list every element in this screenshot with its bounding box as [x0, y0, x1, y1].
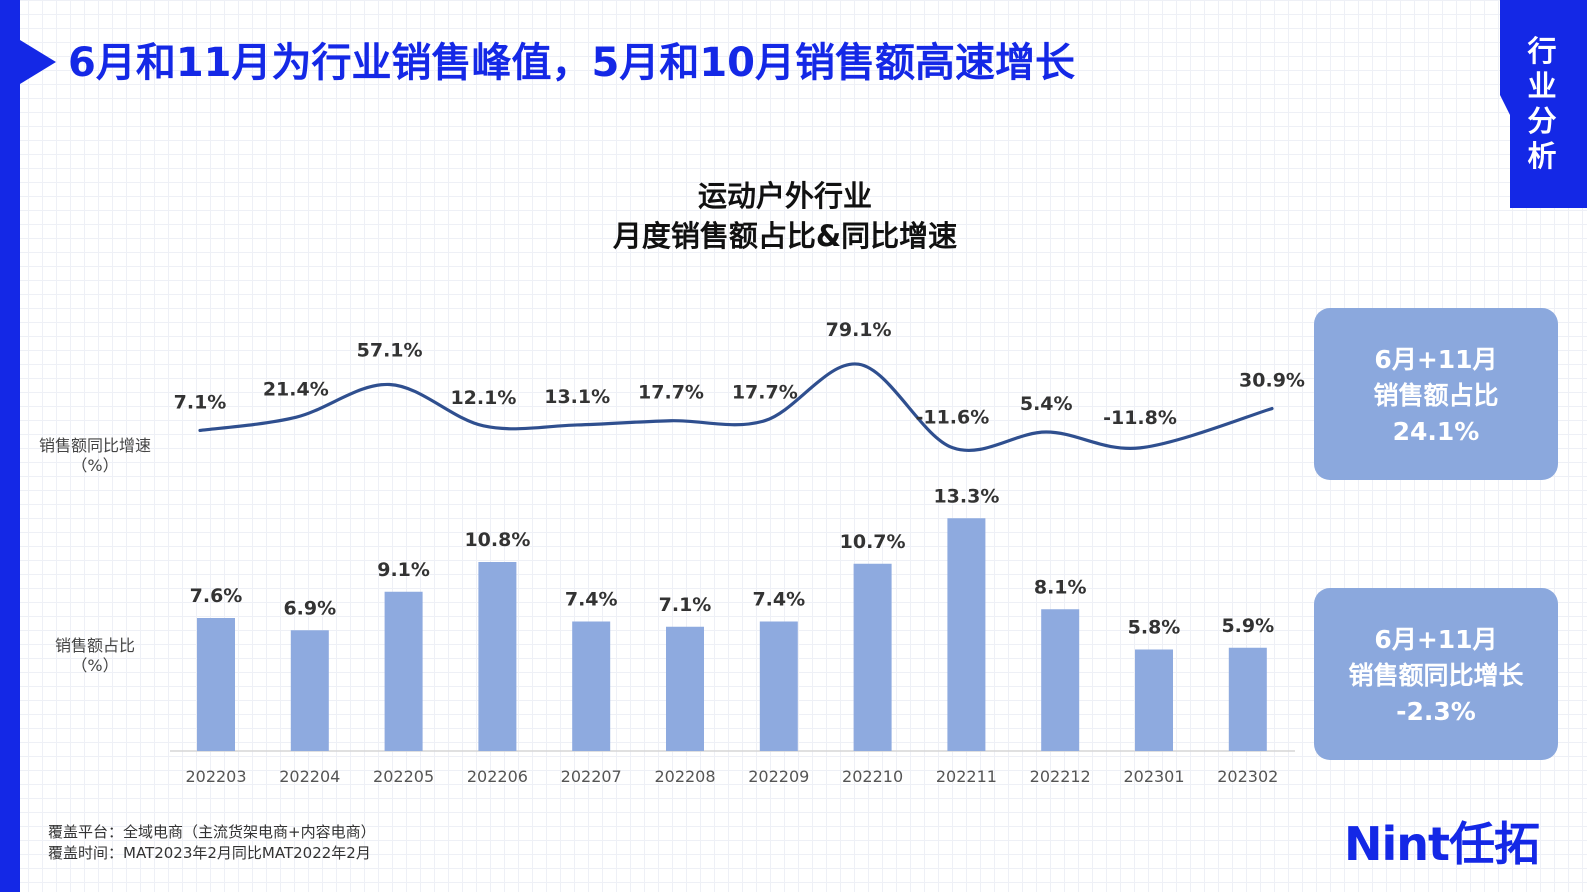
- bar-label-202212: 8.1%: [1034, 576, 1087, 598]
- bar-label-202209: 7.4%: [752, 589, 805, 611]
- tick-label-202203: 202203: [185, 767, 246, 786]
- tick-label-202301: 202301: [1123, 767, 1184, 786]
- tick-label-202212: 202212: [1030, 767, 1091, 786]
- bar-share-202301: [1135, 649, 1173, 751]
- growth-axis-label-line-2: （%）: [71, 456, 119, 475]
- section-tab-char: 行: [1527, 34, 1557, 68]
- tick-label-202205: 202205: [373, 767, 434, 786]
- line-label-202302: 30.9%: [1239, 370, 1305, 392]
- bar-share-202205: [384, 591, 423, 751]
- tick-label-202209: 202209: [748, 767, 809, 786]
- tick-label-202206: 202206: [467, 767, 528, 786]
- share-axis-label: 销售额占比 （%）: [30, 636, 160, 676]
- growth-axis-label: 销售额同比增速 （%）: [30, 436, 160, 476]
- tick-label-202207: 202207: [561, 767, 622, 786]
- tick-label-202210: 202210: [842, 767, 903, 786]
- line-label-202204: 21.4%: [263, 378, 329, 400]
- section-tab-char: 分: [1527, 104, 1557, 138]
- summary-growth-value: -2.3%: [1396, 697, 1476, 726]
- growth-axis-label-line-1: 销售额同比增速: [38, 436, 151, 455]
- bar-label-202203: 7.6%: [190, 585, 243, 607]
- bar-share-202210: [853, 563, 892, 751]
- line-label-202211: -11.6%: [915, 407, 989, 429]
- tick-label-202204: 202204: [279, 767, 340, 786]
- summary-share-line-1: 6月+11月: [1374, 345, 1498, 374]
- bar-share-202203: [197, 618, 235, 751]
- summary-box-share: 6月+11月 销售额占比 24.1%: [1314, 308, 1558, 480]
- left-accent-bar: [0, 0, 20, 892]
- tick-label-202211: 202211: [936, 767, 997, 786]
- bar-share-202204: [290, 630, 329, 751]
- share-axis-label-line-2: （%）: [71, 656, 119, 675]
- chart-title: 运动户外行业 月度销售额占比&同比增速: [540, 176, 1030, 256]
- line-label-202212: 5.4%: [1020, 393, 1073, 415]
- section-tab-char: 析: [1527, 139, 1557, 173]
- line-label-202208: 17.7%: [638, 382, 704, 404]
- bar-label-202301: 5.8%: [1128, 617, 1181, 639]
- section-tab-label: 行 业 分 析: [1522, 34, 1562, 174]
- footnote: 覆盖平台：全域电商（主流货架电商+内容电商） 覆盖时间：MAT2023年2月同比…: [48, 822, 376, 864]
- section-tab: [1500, 0, 1587, 208]
- bar-share-202211: [947, 518, 986, 751]
- bar-share-202208: [666, 626, 704, 751]
- footnote-period: 覆盖时间：MAT2023年2月同比MAT2022年2月: [48, 844, 371, 862]
- line-label-202206: 12.1%: [450, 387, 516, 409]
- chart-title-line-1: 运动户外行业: [697, 179, 872, 213]
- growth-line: [198, 362, 1274, 453]
- share-axis-label-line-1: 销售额占比: [54, 636, 135, 655]
- line-label-202209: 17.7%: [732, 382, 798, 404]
- summary-share-value: 24.1%: [1392, 417, 1480, 446]
- section-tab-char: 业: [1527, 69, 1557, 103]
- line-label-202207: 13.1%: [544, 386, 610, 408]
- summary-share-line-2: 销售额占比: [1373, 381, 1499, 410]
- line-label-202203: 7.1%: [174, 391, 227, 413]
- bar-share-202212: [1041, 609, 1080, 751]
- bar-label-202207: 7.4%: [565, 589, 618, 611]
- page-title: 6月和11月为行业销售峰值，5月和10月销售额高速增长: [68, 40, 1075, 86]
- line-label-202210: 79.1%: [826, 319, 892, 341]
- bar-label-202302: 5.9%: [1221, 615, 1274, 637]
- bar-label-202211: 13.3%: [933, 485, 999, 507]
- brand-logo: Nint任拓: [1344, 817, 1540, 871]
- line-label-202205: 57.1%: [357, 339, 423, 361]
- bar-share-202302: [1228, 647, 1267, 751]
- tick-label-202302: 202302: [1217, 767, 1278, 786]
- summary-growth-line-1: 6月+11月: [1374, 625, 1498, 654]
- bar-label-202205: 9.1%: [377, 559, 430, 581]
- bar-label-202210: 10.7%: [840, 531, 906, 553]
- bar-share-202207: [572, 621, 611, 751]
- line-label-202301: -11.8%: [1103, 407, 1177, 429]
- tick-label-202208: 202208: [654, 767, 715, 786]
- bar-label-202206: 10.8%: [464, 529, 530, 551]
- bar-label-202204: 6.9%: [283, 597, 336, 619]
- chart-title-line-2: 月度销售额占比&同比增速: [612, 219, 958, 253]
- bar-share-202206: [478, 562, 517, 751]
- bar-label-202208: 7.1%: [659, 594, 712, 616]
- bar-share-202209: [759, 621, 798, 751]
- summary-growth-line-2: 销售额同比增长: [1348, 661, 1524, 690]
- summary-box-growth: 6月+11月 销售额同比增长 -2.3%: [1314, 588, 1558, 760]
- title-arrow-icon: [20, 40, 56, 84]
- footnote-platform: 覆盖平台：全域电商（主流货架电商+内容电商）: [48, 823, 376, 841]
